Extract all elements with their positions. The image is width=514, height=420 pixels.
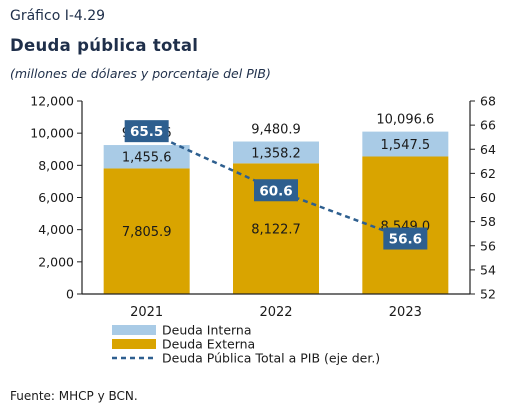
debt-chart: 0 2,000 4,000 6,000 8,000 10,000 12,000 52 54 56 5… [30, 94, 496, 366]
line-point-label-box [254, 179, 298, 202]
y-left-tick-label: 0 [66, 287, 74, 302]
y-left-tick-label: 10,000 [30, 126, 74, 141]
x-tick-label: 2021 [130, 305, 163, 320]
y-right-tick-label: 58 [480, 214, 496, 229]
y-right-tick-label: 52 [480, 287, 496, 302]
y-right-tick-label: 60 [480, 190, 496, 205]
bar-interna-value-label: 1,358.2 [251, 146, 301, 161]
bar-interna-value-label: 1,455.6 [122, 151, 172, 166]
y-right-tick-label: 56 [480, 238, 496, 253]
y-right-tick-label: 68 [480, 94, 496, 109]
y-left-tick-label: 2,000 [38, 254, 74, 269]
source-note: Fuente: MHCP y BCN. [10, 389, 138, 403]
chart-subtitle: (millones de dólares y porcentaje del PI… [10, 66, 271, 81]
y-right-tick-label: 54 [480, 262, 496, 277]
y-left-tick-label: 8,000 [38, 158, 74, 173]
y-left-tick-label: 6,000 [38, 190, 74, 205]
chart-title: Deuda pública total [10, 36, 199, 55]
figure-label: Gráfico I-4.29 [10, 8, 106, 24]
line-deuda-pib [146, 130, 406, 240]
bar-total-label: 10,096.6 [376, 113, 434, 128]
legend-label: Deuda Pública Total a PIB (eje der.) [162, 351, 380, 366]
line-point-label: 56.6 [389, 232, 422, 248]
line-point-label-box [383, 227, 428, 250]
bar-deuda-externa [362, 156, 449, 294]
legend-swatch-externa [112, 339, 156, 349]
y-right-tick-label: 62 [480, 166, 496, 181]
bar-deuda-externa [103, 168, 190, 294]
bar-deuda-interna [233, 141, 319, 164]
x-tick-label: 2023 [389, 305, 422, 320]
bar-interna-value-label: 1,547.5 [381, 138, 431, 153]
legend-label: Deuda Externa [162, 337, 255, 352]
line-point-label-box [124, 120, 169, 143]
legend-swatch-interna [112, 325, 156, 335]
bar-deuda-interna [103, 145, 190, 169]
bar-externa-value-label: 7,805.9 [122, 225, 172, 240]
y-right-tick-label: 64 [480, 142, 496, 157]
y-left-tick-label: 4,000 [38, 222, 74, 237]
legend-label: Deuda Interna [162, 323, 252, 338]
line-point-label: 65.5 [130, 124, 163, 140]
y-right-tick-label: 66 [480, 118, 496, 133]
bar-deuda-interna [362, 131, 449, 157]
line-point-label: 60.6 [259, 183, 292, 199]
bar-externa-value-label: 8,122.7 [251, 223, 301, 238]
y-left-tick-label: 12,000 [30, 94, 74, 109]
x-tick-label: 2022 [259, 305, 292, 320]
bar-total-label: 9,480.9 [251, 123, 301, 138]
